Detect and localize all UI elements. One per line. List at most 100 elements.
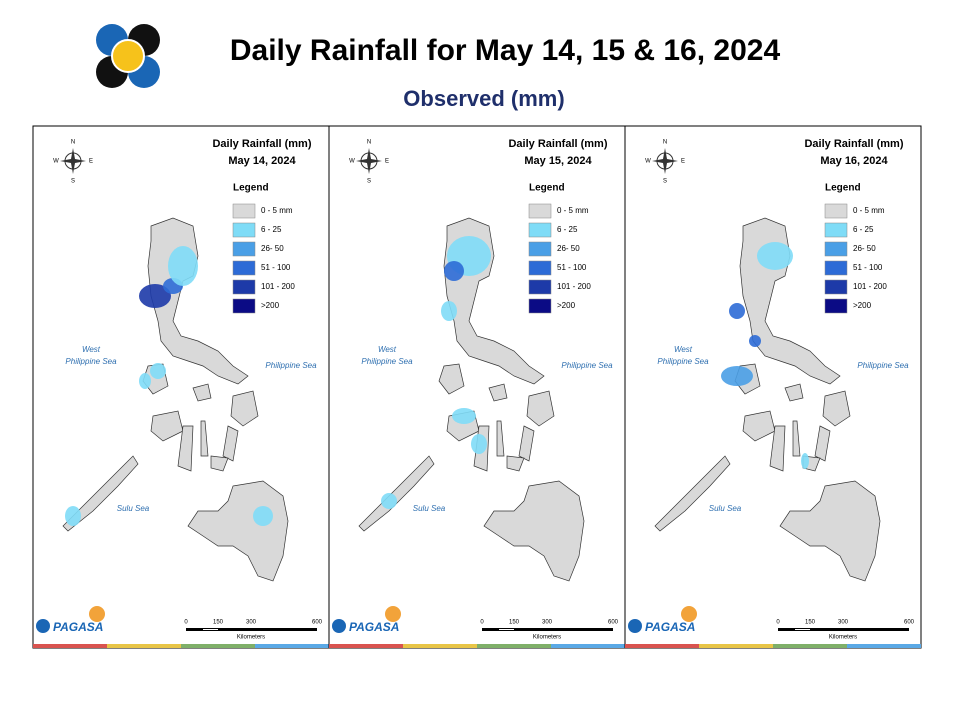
scale-label: 150 — [213, 620, 224, 626]
scale-label: 150 — [509, 620, 520, 626]
scale-label: 600 — [608, 620, 619, 626]
compass-w: W — [53, 159, 59, 165]
legend-label: 101 - 200 — [557, 282, 591, 291]
color-strip — [699, 644, 773, 648]
scale-label: 0 — [184, 620, 188, 626]
color-strip — [255, 644, 329, 648]
logo-text: PAGASA — [53, 620, 103, 634]
legend-swatch — [232, 241, 256, 257]
compass-w: W — [645, 159, 651, 165]
rain-patch — [452, 408, 476, 424]
panel-heading: Daily Rainfall (mm) — [804, 138, 903, 150]
compass-e: E — [681, 159, 685, 165]
legend-swatch — [824, 298, 848, 314]
legend-swatch — [232, 279, 256, 295]
compass-s: S — [367, 179, 371, 185]
sea-label: West — [378, 345, 397, 354]
panel-frame — [32, 125, 330, 649]
compass-n: N — [663, 140, 667, 146]
legend-label: 6 - 25 — [261, 225, 282, 234]
rain-patch — [139, 373, 151, 389]
panel-date: May 15, 2024 — [524, 155, 592, 167]
panel-date: May 14, 2024 — [228, 155, 296, 167]
color-strip — [625, 644, 699, 648]
legend-label: 0 - 5 mm — [557, 206, 589, 215]
logo-text: PAGASA — [349, 620, 399, 634]
island — [438, 363, 465, 395]
legend-label: 51 - 100 — [557, 263, 587, 272]
logo-umbrella — [681, 606, 697, 622]
sea-label: Philippine Sea — [361, 357, 413, 366]
scale-unit: Kilometers — [829, 635, 857, 641]
island — [518, 425, 535, 462]
island — [177, 425, 194, 472]
compass-w: W — [349, 159, 355, 165]
island — [200, 420, 209, 457]
rain-patch — [139, 284, 171, 308]
scale-bar-gap — [499, 629, 514, 630]
legend-title: Legend — [529, 183, 565, 194]
legend-title: Legend — [233, 183, 269, 194]
legend-swatch — [528, 203, 552, 219]
scale-label: 0 — [776, 620, 780, 626]
legend-label: 101 - 200 — [853, 282, 887, 291]
legend-swatch — [824, 279, 848, 295]
scale-label: 150 — [805, 620, 816, 626]
island — [769, 425, 786, 472]
compass-n: N — [367, 140, 371, 146]
legend-swatch — [528, 279, 552, 295]
logo-mark — [628, 619, 642, 633]
rain-patch — [441, 301, 457, 321]
panel-heading: Daily Rainfall (mm) — [508, 138, 607, 150]
legend-swatch — [528, 241, 552, 257]
legend-swatch — [824, 203, 848, 219]
legend-label: >200 — [261, 301, 280, 310]
legend-swatch — [232, 260, 256, 276]
compass-e: E — [89, 159, 93, 165]
scale-label: 600 — [904, 620, 915, 626]
sea-label: Philippine Sea — [65, 357, 117, 366]
legend-label: >200 — [557, 301, 576, 310]
map-panel: N S E W Daily Rainfall (mm) May 16, 2024 Legen… — [624, 125, 922, 649]
color-strip — [33, 644, 107, 648]
island — [654, 455, 731, 532]
island — [62, 455, 139, 532]
scale-label: 0 — [480, 620, 484, 626]
island — [822, 390, 851, 427]
compass: N S E W — [53, 140, 93, 185]
color-strip — [477, 644, 551, 648]
sea-label: Philippine Sea — [657, 357, 709, 366]
rain-patch — [729, 303, 745, 319]
color-strip — [107, 644, 181, 648]
legend-swatch — [528, 222, 552, 238]
rain-patch — [253, 506, 273, 526]
island — [222, 425, 239, 462]
subtitle: Observed (mm) — [403, 86, 564, 111]
compass-s: S — [663, 179, 667, 185]
legend-label: 26- 50 — [853, 244, 876, 253]
sea-label: West — [82, 345, 101, 354]
map-panel: N S E W Daily Rainfall (mm) May 14, 2024 Legen… — [32, 125, 330, 649]
legend-label: 6 - 25 — [853, 225, 874, 234]
sea-label: Philippine Sea — [561, 361, 613, 370]
title: Daily Rainfall for May 14, 15 & 16, 2024 — [230, 34, 781, 67]
scale-unit: Kilometers — [237, 635, 265, 641]
legend-label: >200 — [853, 301, 872, 310]
rain-patch — [381, 493, 397, 509]
scale-label: 300 — [542, 620, 553, 626]
rain-patch — [150, 363, 166, 379]
compass: N S E W — [349, 140, 389, 185]
legend-label: 0 - 5 mm — [261, 206, 293, 215]
legend-swatch — [528, 298, 552, 314]
legend-label: 51 - 100 — [261, 263, 291, 272]
island — [784, 383, 804, 402]
island — [742, 410, 776, 442]
logo-mark — [332, 619, 346, 633]
scale-label: 300 — [838, 620, 849, 626]
sea-label: Sulu Sea — [117, 504, 150, 513]
rain-patch — [721, 366, 753, 386]
legend-label: 101 - 200 — [261, 282, 295, 291]
logo-umbrella — [385, 606, 401, 622]
